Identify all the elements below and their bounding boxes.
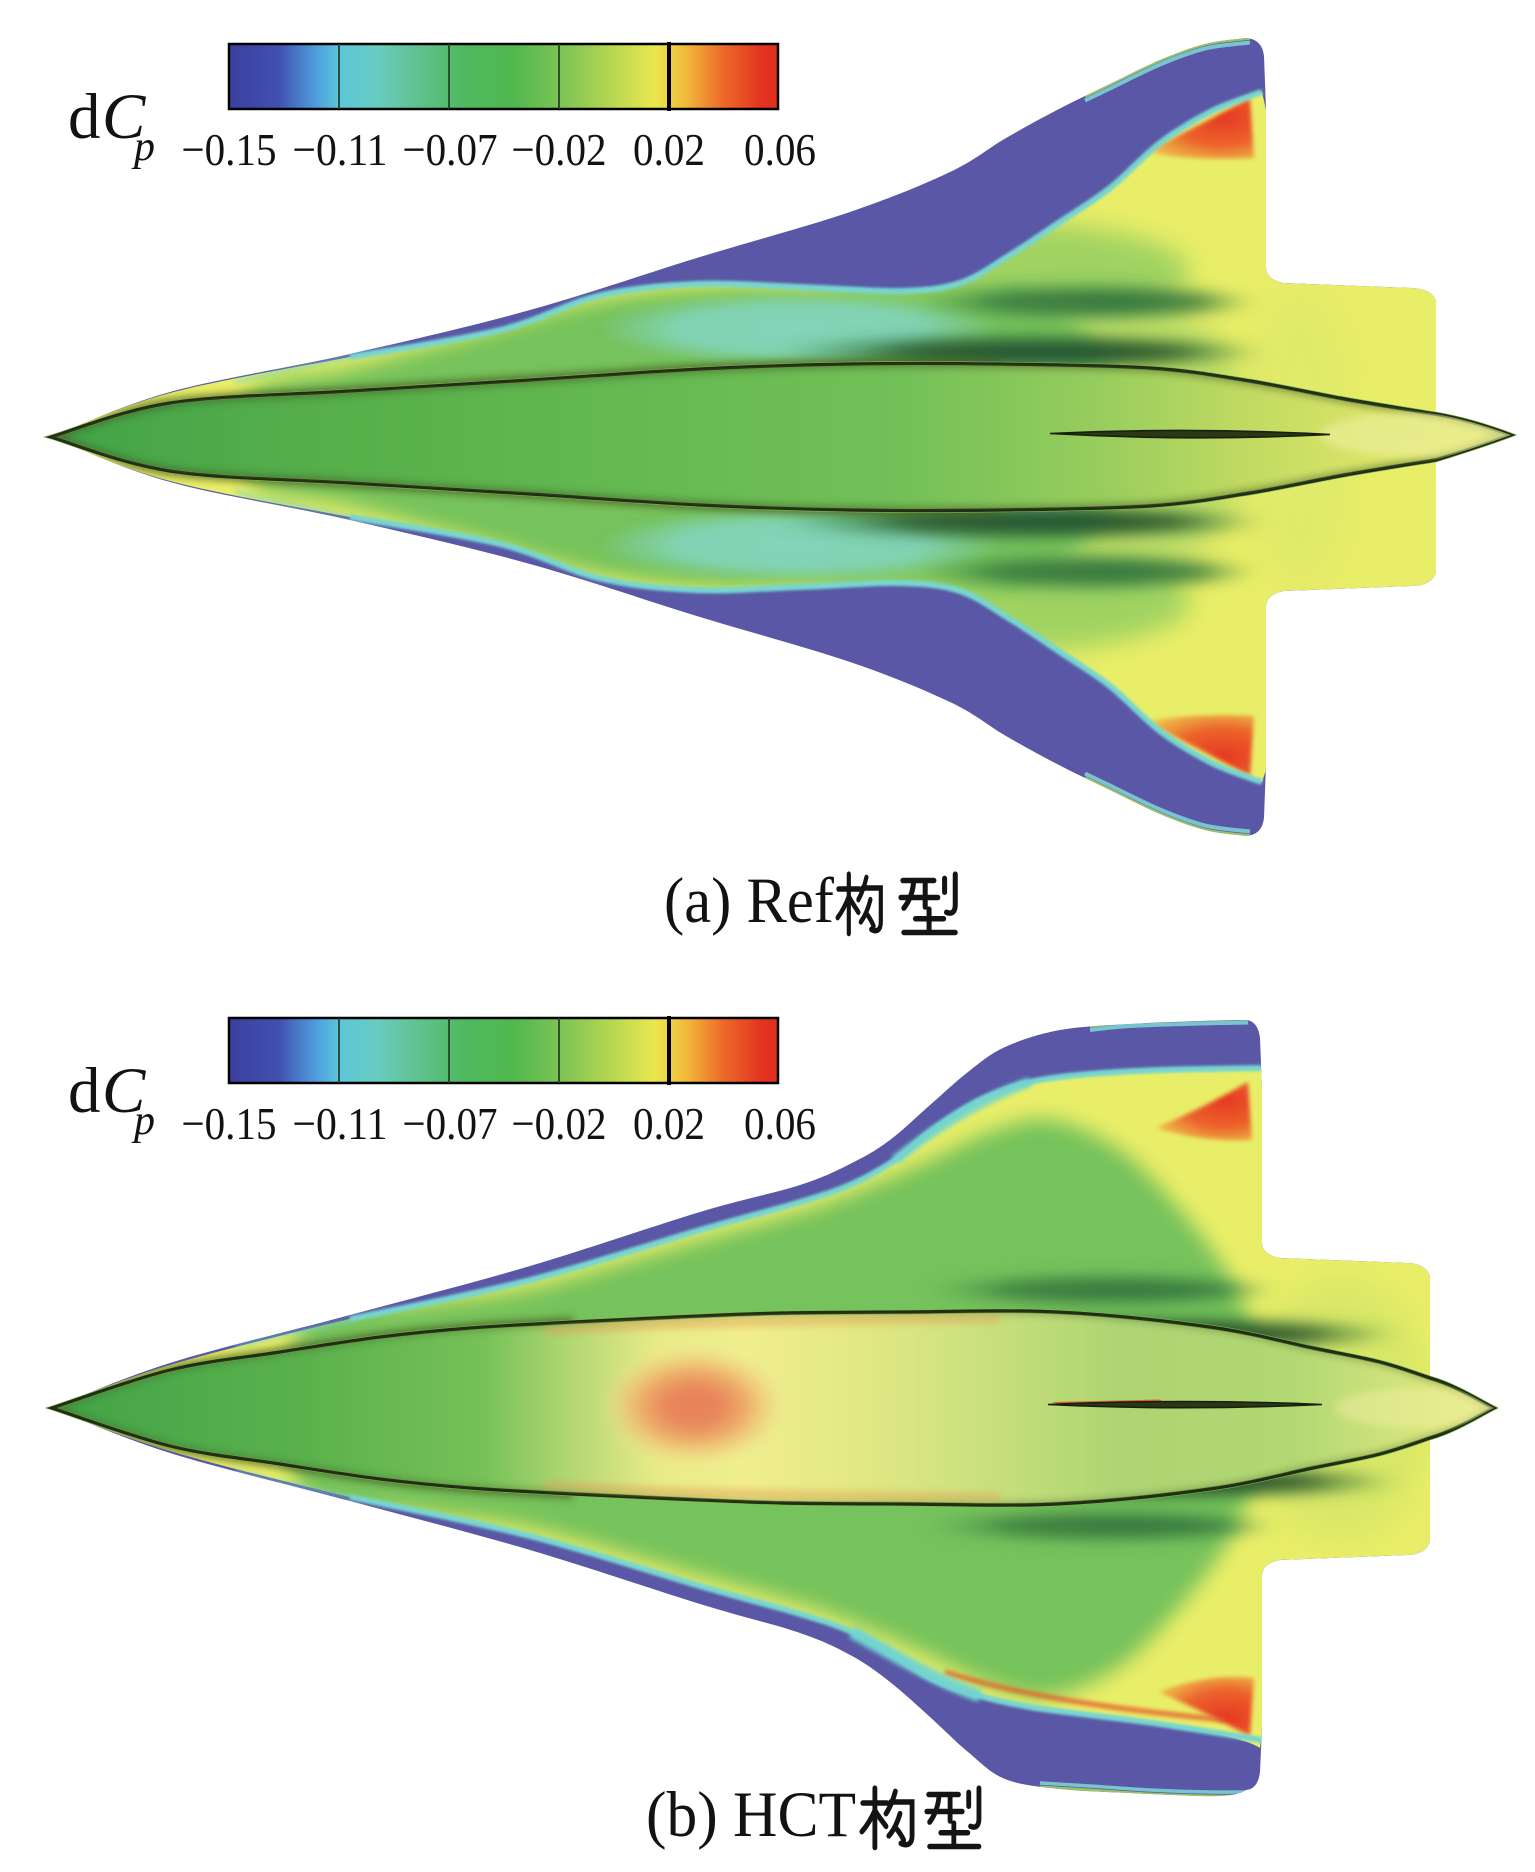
svg-text:p: p xyxy=(131,124,155,170)
svg-text:−0.02: −0.02 xyxy=(512,1098,607,1149)
svg-text:−0.15: −0.15 xyxy=(182,124,277,175)
svg-text:−0.07: −0.07 xyxy=(403,1098,498,1149)
svg-text:d: d xyxy=(68,81,101,153)
svg-text:−0.11: −0.11 xyxy=(293,1098,388,1149)
svg-text:(b) HCT: (b) HCT xyxy=(646,1779,856,1851)
svg-text:0.06: 0.06 xyxy=(744,124,816,175)
svg-text:(a) Ref: (a) Ref xyxy=(664,865,834,937)
svg-text:−0.15: −0.15 xyxy=(182,1098,277,1149)
svg-text:d: d xyxy=(68,1055,101,1127)
svg-text:C: C xyxy=(102,1055,146,1127)
svg-text:−0.02: −0.02 xyxy=(512,124,607,175)
svg-text:C: C xyxy=(102,81,146,153)
svg-text:−0.11: −0.11 xyxy=(293,124,388,175)
svg-text:−0.07: −0.07 xyxy=(403,124,498,175)
svg-text:0.02: 0.02 xyxy=(633,124,705,175)
svg-text:0.02: 0.02 xyxy=(633,1098,705,1149)
svg-text:p: p xyxy=(131,1098,155,1144)
svg-text:0.06: 0.06 xyxy=(744,1098,816,1149)
